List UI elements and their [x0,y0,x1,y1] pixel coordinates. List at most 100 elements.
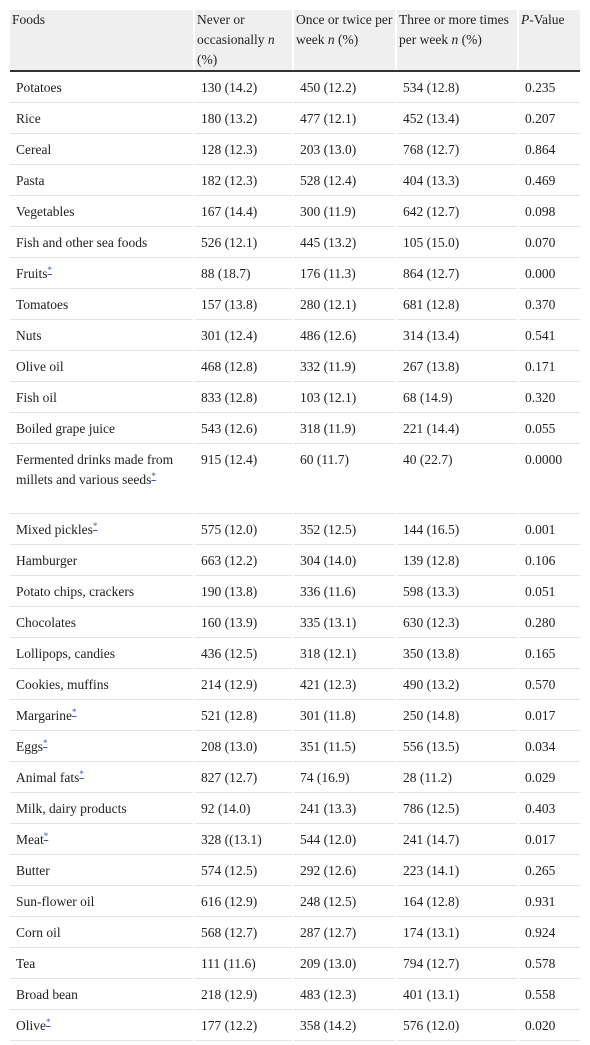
cell-text: 768 (12.7) [403,142,460,157]
cell-text: 786 (12.5) [403,801,460,816]
footnote-link[interactable]: * [43,738,48,748]
value-cell: 575 (12.0) [193,513,293,545]
value-cell: 0.541 [517,319,580,351]
food-cell: Margarine* [10,699,194,731]
cell-text: 301 (12.4) [201,328,258,343]
cell-text: 630 (12.3) [403,615,460,630]
cell-text: 0.570 [525,677,556,692]
cell-text: 0.207 [525,111,556,126]
header-italic: n [267,32,275,47]
value-cell: 445 (13.2) [292,226,396,258]
value-cell: 292 (12.6) [292,854,396,886]
value-cell: 167 (14.4) [193,195,293,227]
footnote-link[interactable]: * [92,521,98,531]
header-row: Foods Never or occasionally n (%) Once o… [10,10,580,72]
table-row: Boiled grape juice 543 (12.6) 318 (11.9) 22… [10,412,580,444]
food-name: Fish and other sea foods [16,235,148,250]
cell-text: 526 (12.1) [201,235,258,250]
table-row: Fish and other sea foods 526 (12.1) 445 (1… [10,226,580,258]
table-row: Olive oil 468 (12.8) 332 (11.9) 267 (13.8) 0… [10,350,580,382]
cell-text: 794 (12.7) [403,956,460,971]
cell-text: 209 (13.0) [300,956,357,971]
food-name: Cookies, muffins [16,677,109,692]
cell-text: 336 (11.6) [300,584,356,599]
value-cell: 0.864 [517,133,580,165]
value-cell: 111 (11.6) [193,947,293,979]
value-cell: 528 (12.4) [292,164,396,196]
value-cell: 915 (12.4) [193,443,293,514]
cell-text: 0.029 [525,770,556,785]
value-cell: 468 (12.8) [193,350,293,382]
value-cell: 543 (12.6) [193,412,293,444]
cell-text: 358 (14.2) [300,1018,357,1033]
cell-text: 174 (13.1) [403,925,460,940]
footnote-link[interactable]: * [46,1017,51,1027]
table-row: Hamburger 663 (12.2) 304 (14.0) 139 (12.8) 0… [10,544,580,576]
value-cell: 0.558 [517,978,580,1010]
cell-text: 404 (13.3) [403,173,460,188]
cell-text: 105 (15.0) [403,235,460,250]
cell-text: 468 (12.8) [201,359,258,374]
value-cell: 318 (11.9) [292,412,396,444]
footnote-link[interactable]: * [71,707,77,717]
cell-text: 177 (12.2) [201,1018,258,1033]
food-name: Hamburger [16,553,78,568]
table-row: Animal fats* 827 (12.7) 74 (16.9) 28 (11.2)… [10,761,580,793]
value-cell: 0.235 [517,71,580,103]
food-name: Pasta [16,173,45,188]
value-cell: 352 (12.5) [292,513,396,545]
footnote-link[interactable]: * [79,769,84,779]
cell-text: 0.924 [525,925,556,940]
cell-text: 332 (11.9) [300,359,356,374]
value-cell: 105 (15.0) [395,226,518,258]
cell-text: 642 (12.7) [403,204,460,219]
food-name: Rice [16,111,41,126]
footnote-link[interactable]: * [151,471,156,481]
value-cell: 0.106 [517,544,580,576]
value-cell: 681 (12.8) [395,288,518,320]
value-cell: 209 (13.0) [292,947,396,979]
value-cell: 0.265 [517,854,580,886]
table-row: Potato chips, crackers 190 (13.8) 336 (11.… [10,575,580,607]
cell-text: 300 (11.9) [300,204,356,219]
value-cell: 436 (12.5) [193,637,293,669]
cell-text: 0.0000 [525,452,563,467]
value-cell: 786 (12.5) [395,792,518,824]
value-cell: 180 (13.2) [193,102,293,134]
value-cell: 452 (13.4) [395,102,518,134]
food-cell: Fruits* [10,257,194,289]
value-cell: 221 (14.4) [395,412,518,444]
food-name: Cereal [16,142,52,157]
cell-text: 139 (12.8) [403,553,460,568]
header-italic: n [451,32,459,47]
food-cell: Milk, dairy products [10,792,194,824]
value-cell: 490 (13.2) [395,668,518,700]
footnote-link[interactable]: * [43,831,49,841]
value-cell: 404 (13.3) [395,164,518,196]
footnote-link[interactable]: * [47,265,53,275]
header-text: (%) [197,52,218,67]
value-cell: 0.280 [517,606,580,638]
cell-text: 864 (12.7) [403,266,460,281]
value-cell: 203 (13.0) [292,133,396,165]
cell-text: 0.931 [525,894,556,909]
value-cell: 0.000 [517,257,580,289]
food-cell: Olive oil [10,350,194,382]
value-cell: 139 (12.8) [395,544,518,576]
value-cell: 301 (11.8) [292,699,396,731]
value-cell: 0.165 [517,637,580,669]
cell-text: 292 (12.6) [300,863,357,878]
value-cell: 0.034 [517,730,580,762]
cell-text: 0.000 [525,266,556,281]
cell-text: 60 (11.7) [300,452,349,467]
cell-text: 221 (14.4) [403,421,460,436]
value-cell: 241 (14.7) [395,823,518,855]
cell-text: 111 (11.6) [201,956,256,971]
cell-text: 556 (13.5) [403,739,460,754]
value-cell: 214 (12.9) [193,668,293,700]
value-cell: 477 (12.1) [292,102,396,134]
header-italic: P [521,12,530,27]
cell-text: 318 (12.1) [300,646,357,661]
value-cell: 336 (11.6) [292,575,396,607]
